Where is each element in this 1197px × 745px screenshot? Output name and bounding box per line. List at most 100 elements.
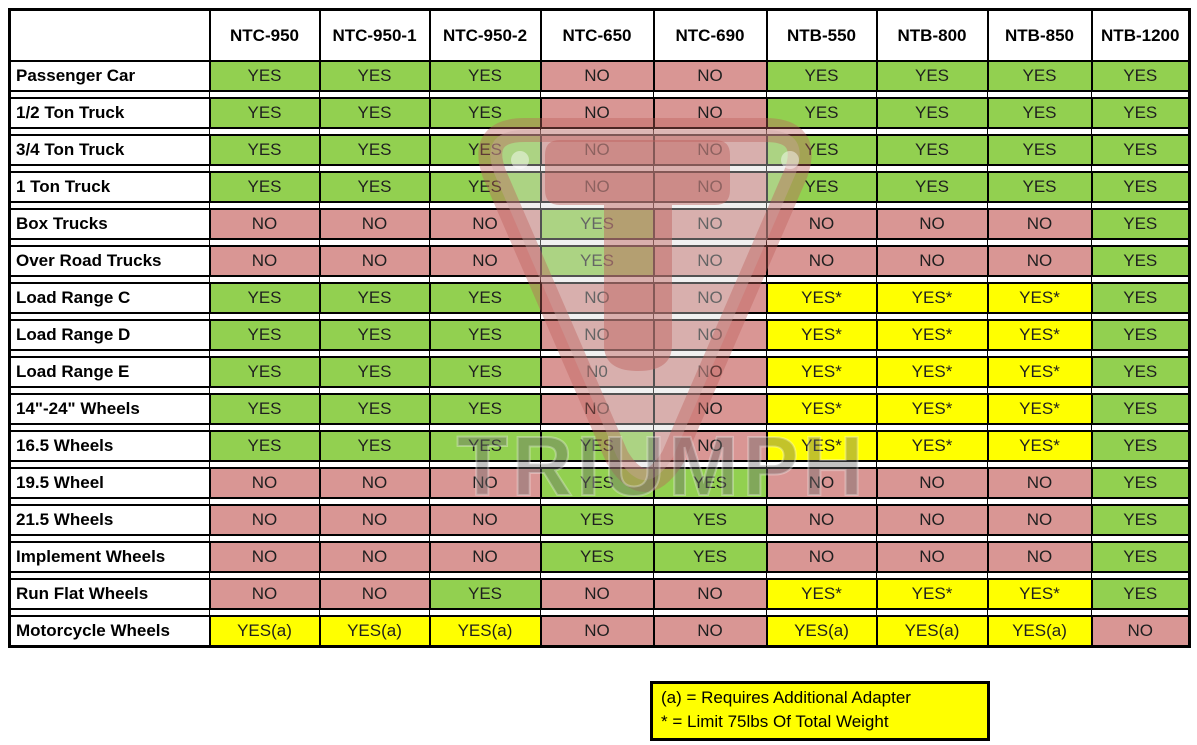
compat-cell: NO <box>208 208 321 240</box>
compat-cell: NO <box>539 60 655 92</box>
compat-cell: NO <box>652 245 768 277</box>
compat-cell: YES <box>1090 504 1191 536</box>
compat-cell: YES <box>539 467 655 499</box>
table-row: Run Flat Wheels NO NO YES NO NO YES* YES* YES* YE… <box>8 578 1191 610</box>
column-header: NTB-550 <box>765 8 878 62</box>
compat-cell: NO <box>539 134 655 166</box>
table-row: 1/2 Ton Truck YES YES YES NO NO YES YES YES YES <box>8 97 1191 129</box>
compat-cell: YES <box>539 430 655 462</box>
legend-box: (a) = Requires Additional Adapter * = Li… <box>650 681 990 741</box>
compat-cell: NO <box>986 208 1093 240</box>
compat-cell: YES <box>318 356 431 388</box>
table-row: 16.5 Wheels YES YES YES YES NO YES* YES* YES* YES <box>8 430 1191 462</box>
compat-cell: YES <box>539 541 655 573</box>
compat-cell: YES <box>428 393 542 425</box>
compat-cell: YES <box>428 430 542 462</box>
compat-cell: YES <box>1090 171 1191 203</box>
compat-cell: NO <box>986 467 1093 499</box>
compat-cell: NO <box>652 393 768 425</box>
compat-cell: NO <box>318 504 431 536</box>
table-row: 21.5 Wheels NO NO NO YES YES NO NO NO YES <box>8 504 1191 536</box>
compat-cell: YES <box>1090 541 1191 573</box>
compat-cell: YES <box>1090 393 1191 425</box>
table-row: 14"-24" Wheels YES YES YES NO NO YES* YES* YES* Y… <box>8 393 1191 425</box>
compat-cell: YES <box>208 356 321 388</box>
compat-cell: YES <box>539 245 655 277</box>
compat-cell: YES <box>208 60 321 92</box>
compat-cell: YES <box>1090 97 1191 129</box>
compat-cell: NO <box>318 467 431 499</box>
compat-cell: NO <box>652 578 768 610</box>
compat-cell: YES* <box>986 393 1093 425</box>
compat-cell: YES(a) <box>765 615 878 647</box>
compat-cell: NO <box>539 393 655 425</box>
row-label: 19.5 Wheel <box>8 467 211 499</box>
compat-cell: NO <box>652 615 768 647</box>
compat-cell: NO <box>1090 615 1191 647</box>
compat-cell: YES <box>1090 245 1191 277</box>
compat-cell: YES <box>765 60 878 92</box>
compat-cell: NO <box>765 245 878 277</box>
table-row: Passenger Car YES YES YES NO NO YES YES YES YES <box>8 60 1191 92</box>
compat-cell: NO <box>652 282 768 314</box>
compat-cell: NO <box>652 430 768 462</box>
compat-cell: YES <box>1090 430 1191 462</box>
compat-cell: NO <box>428 245 542 277</box>
compat-cell: NO <box>986 541 1093 573</box>
compat-cell: YES <box>208 430 321 462</box>
compat-cell: NO <box>875 504 989 536</box>
spacer-row <box>9 387 1190 394</box>
compat-cell: YES <box>1090 578 1191 610</box>
compat-cell: YES <box>428 97 542 129</box>
compat-cell: YES* <box>875 319 989 351</box>
compat-cell: YES <box>428 60 542 92</box>
compat-cell: YES <box>652 541 768 573</box>
table-row: 3/4 Ton Truck YES YES YES NO NO YES YES YES YES <box>8 134 1191 166</box>
compat-cell: YES* <box>765 282 878 314</box>
row-label: Implement Wheels <box>8 541 211 573</box>
row-label: Box Trucks <box>8 208 211 240</box>
spacer-row <box>9 572 1190 579</box>
compat-cell: NO <box>539 97 655 129</box>
compat-cell: YES* <box>986 282 1093 314</box>
compat-cell: YES <box>1090 467 1191 499</box>
compat-cell: YES* <box>875 356 989 388</box>
compat-cell: YES <box>428 134 542 166</box>
compat-cell: YES <box>986 60 1093 92</box>
compat-cell: YES <box>652 467 768 499</box>
compat-cell: YES <box>652 504 768 536</box>
compat-cell: YES(a) <box>318 615 431 647</box>
table-row: 1 Ton Truck YES YES YES NO NO YES YES YES YES <box>8 171 1191 203</box>
compat-cell: YES* <box>986 430 1093 462</box>
compat-cell: YES* <box>765 430 878 462</box>
compat-cell: YES <box>428 356 542 388</box>
table-row: Motorcycle Wheels YES(a) YES(a) YES(a) NO NO Y… <box>8 615 1191 647</box>
spacer-row <box>9 165 1190 172</box>
row-label: 1 Ton Truck <box>8 171 211 203</box>
compat-cell: YES <box>765 134 878 166</box>
compat-cell: YES <box>318 97 431 129</box>
spacer-row <box>9 535 1190 542</box>
compat-cell: NO <box>428 504 542 536</box>
compat-cell: YES <box>1090 208 1191 240</box>
compat-cell: NO <box>986 504 1093 536</box>
spacer-row <box>9 313 1190 320</box>
compat-cell: YES* <box>765 356 878 388</box>
compat-cell: NO <box>539 319 655 351</box>
compat-cell: YES <box>318 171 431 203</box>
compat-cell: NO <box>652 356 768 388</box>
compat-cell: YES <box>1090 134 1191 166</box>
compat-cell: YES <box>318 430 431 462</box>
compat-cell: YES <box>318 134 431 166</box>
compatibility-table: NTC-950 NTC-950-1 NTC-950-2 NTC-650 NTC-690 N… <box>8 8 1191 648</box>
compat-cell: NO <box>539 171 655 203</box>
compat-cell: NO <box>652 134 768 166</box>
compat-cell: YES <box>986 171 1093 203</box>
compat-cell: YES <box>428 282 542 314</box>
compat-cell: YES* <box>986 578 1093 610</box>
row-label: Load Range E <box>8 356 211 388</box>
spacer-row <box>9 202 1190 209</box>
compat-cell: YES <box>318 319 431 351</box>
compat-cell: YES <box>765 171 878 203</box>
compat-cell: NO <box>208 541 321 573</box>
